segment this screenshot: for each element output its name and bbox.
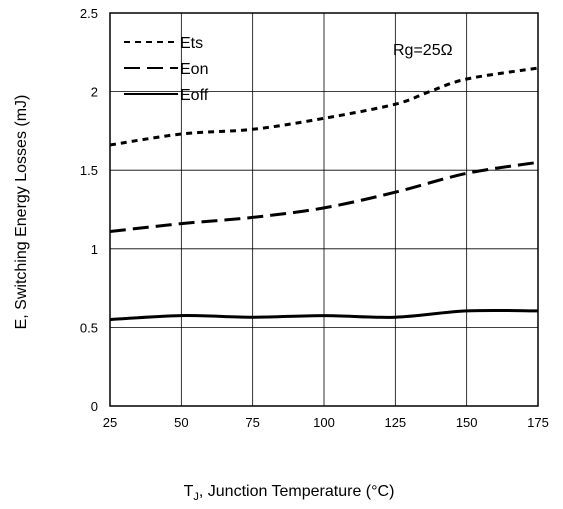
legend: Ets Eon Eoff xyxy=(124,35,209,104)
x-tick-label: 150 xyxy=(456,415,478,430)
y-tick-label: 2 xyxy=(91,85,98,100)
x-tick-label: 50 xyxy=(174,415,188,430)
plot-area xyxy=(109,12,539,407)
x-tick-label: 100 xyxy=(313,415,335,430)
legend-label-eoff: Eoff xyxy=(180,87,209,104)
rg-annotation: Rg=25Ω xyxy=(393,42,453,59)
series-line-eoff xyxy=(109,308,539,321)
y-tick-label: 2.5 xyxy=(80,6,98,21)
grid-lines xyxy=(110,13,538,406)
y-tick-label: 1.5 xyxy=(80,163,98,178)
legend-label-eon: Eon xyxy=(180,61,208,78)
x-axis-label: TJ, Junction Temperature (°C) xyxy=(184,483,395,503)
x-tick-label: 75 xyxy=(245,415,259,430)
y-axis-label: E, Switching Energy Losses (mJ) xyxy=(13,95,30,330)
x-tick-label: 175 xyxy=(527,415,549,430)
series-line-eon xyxy=(109,160,539,233)
y-tick-label: 0 xyxy=(91,399,98,414)
tick-labels: 25 50 75 100 125 150 175 0 0.5 1 1.5 2 2.5 xyxy=(80,6,549,430)
series-lines xyxy=(109,66,539,321)
series-line-ets xyxy=(109,66,539,147)
legend-label-ets: Ets xyxy=(180,35,203,52)
y-tick-label: 1 xyxy=(91,242,98,257)
x-tick-label: 25 xyxy=(103,415,117,430)
y-tick-label: 0.5 xyxy=(80,320,98,335)
x-tick-label: 125 xyxy=(384,415,406,430)
